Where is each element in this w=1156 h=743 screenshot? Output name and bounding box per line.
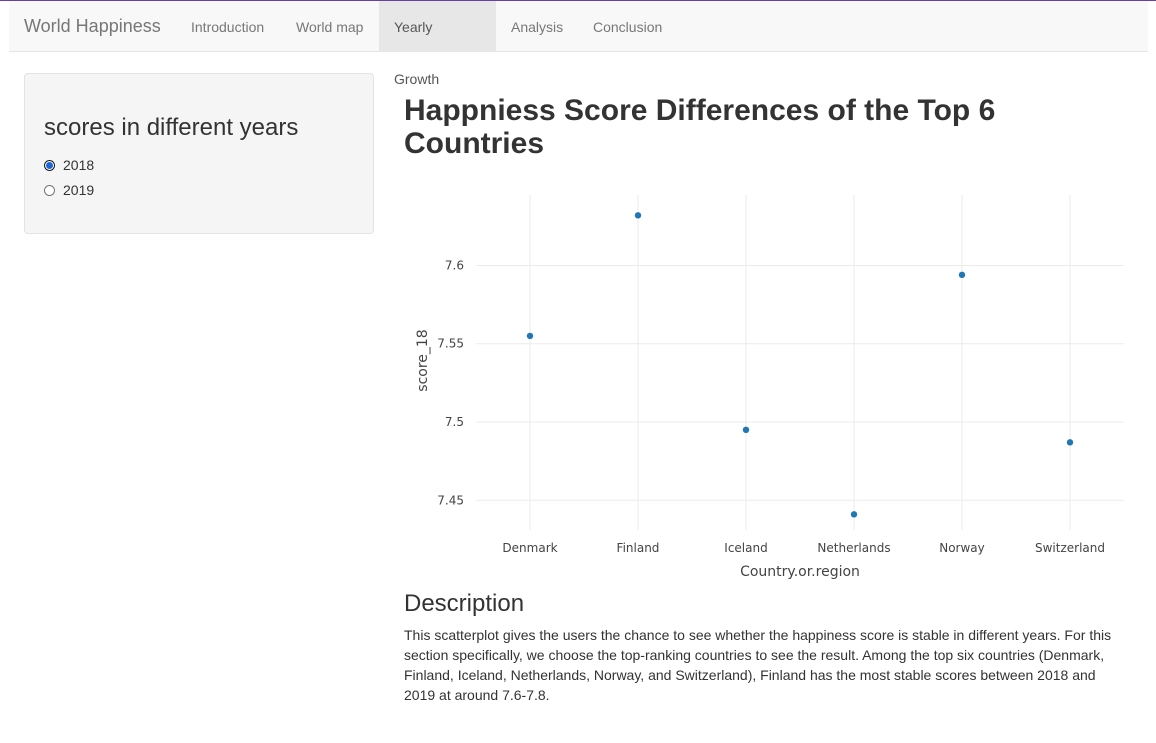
description-heading: Description xyxy=(404,590,525,617)
radio-button-2018[interactable] xyxy=(44,159,55,171)
radio-label-2019: 2019 xyxy=(63,182,95,198)
x-tick-label: Denmark xyxy=(502,541,557,555)
x-tick-label: Finland xyxy=(617,541,660,555)
x-tick-label: Iceland xyxy=(724,541,767,555)
nav-yearly-growth[interactable]: Yearly Growth xyxy=(379,1,496,87)
x-tick-label: Netherlands xyxy=(817,541,890,555)
y-tick-label: 7.5 xyxy=(445,415,464,429)
radio-option-2018[interactable]: 2018 xyxy=(44,155,94,175)
data-point[interactable] xyxy=(526,332,534,340)
data-point[interactable] xyxy=(742,426,750,434)
top-accent-line xyxy=(0,0,1156,1)
nav-introduction[interactable]: Introduction xyxy=(191,19,265,35)
radio-label-2018: 2018 xyxy=(63,157,95,173)
description-text: This scatterplot gives the users the cha… xyxy=(404,627,1112,703)
nav-world-map[interactable]: World map xyxy=(296,19,364,35)
scatter-chart: 7.45 7.5 7.55 7.6 Denmark Finland Iceland Nethe… xyxy=(415,195,1124,580)
nav-analysis[interactable]: Analysis xyxy=(511,19,564,35)
radio-option-2019[interactable]: 2019 xyxy=(44,180,94,200)
sidebar-title: scores in different years xyxy=(44,114,299,141)
x-tick-label: Norway xyxy=(939,541,985,555)
nav-conclusion[interactable]: Conclusion xyxy=(593,19,663,35)
y-tick-label: 7.55 xyxy=(437,337,464,351)
data-point[interactable] xyxy=(1066,439,1074,446)
brand-title[interactable]: World Happiness xyxy=(24,16,161,36)
radio-button-2019[interactable] xyxy=(44,184,55,196)
data-point[interactable] xyxy=(634,212,642,219)
y-axis-label: score_18 xyxy=(415,329,431,391)
x-tick-label: Switzerland xyxy=(1035,541,1105,555)
navbar: World Happiness Introduction World map Y… xyxy=(9,1,1148,87)
sidebar-panel: scores in different years 2018 2019 xyxy=(24,73,374,234)
y-tick-label: 7.45 xyxy=(437,493,464,507)
data-point[interactable] xyxy=(850,511,858,518)
y-tick-label: 7.6 xyxy=(445,258,464,272)
data-point[interactable] xyxy=(958,271,966,279)
page-title: Happniess Score Differences of the Top 6… xyxy=(404,94,996,160)
x-axis-label: Country.or.region xyxy=(740,564,860,580)
